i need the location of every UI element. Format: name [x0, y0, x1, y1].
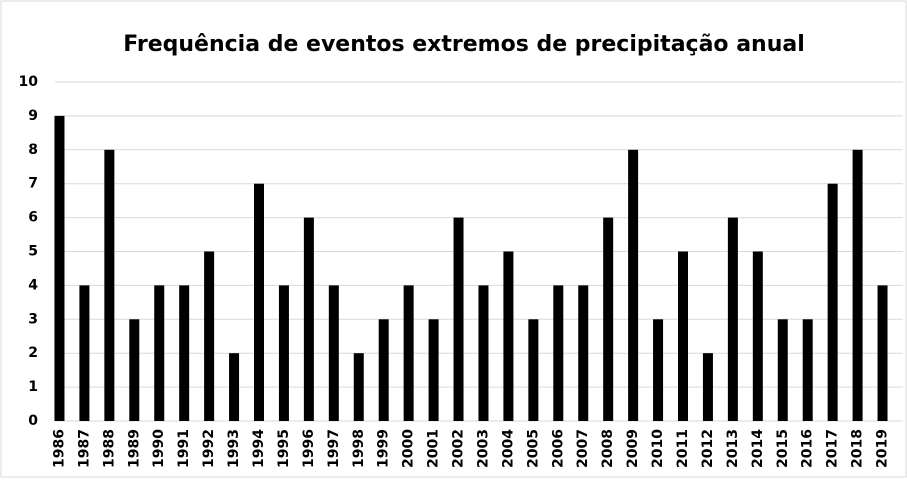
bar [179, 285, 190, 421]
bar [727, 217, 738, 421]
x-tick-label: 1986 [51, 429, 67, 468]
x-tick-label: 2002 [451, 429, 467, 468]
x-tick-label: 2003 [475, 429, 491, 468]
bar [303, 217, 314, 421]
x-tick-label: 1989 [126, 429, 142, 468]
x-tick-label: 2018 [850, 429, 866, 468]
y-tick-label: 8 [28, 142, 38, 158]
bar [528, 319, 539, 421]
x-tick-label: 1999 [376, 429, 392, 468]
x-tick-label: 2011 [675, 429, 691, 468]
x-tick-label: 2004 [500, 429, 516, 468]
bar [578, 285, 589, 421]
bar [328, 285, 339, 421]
bar [603, 217, 614, 421]
x-tick-label: 2001 [426, 429, 442, 468]
bar [877, 285, 888, 421]
bar [254, 183, 264, 421]
bar [553, 285, 564, 421]
x-tick-label: 2013 [725, 429, 741, 468]
bar [428, 319, 439, 421]
y-tick-label: 0 [28, 413, 38, 429]
y-tick-label: 5 [28, 244, 38, 260]
x-tick-label: 1990 [151, 429, 167, 468]
bar [104, 149, 115, 422]
x-tick-label: 2014 [750, 429, 766, 468]
x-tick-label: 2006 [550, 429, 566, 468]
bar [852, 149, 863, 422]
y-tick-label: 4 [28, 277, 38, 293]
x-tick-label: 2000 [401, 429, 417, 468]
y-tick-label: 10 [19, 74, 39, 90]
x-tick-label: 1996 [301, 429, 317, 468]
x-tick-label: 2008 [600, 429, 616, 468]
bar [278, 285, 289, 421]
x-tick-label: 1998 [351, 429, 367, 468]
x-tick-label: 2019 [875, 429, 891, 468]
x-tick-label: 2017 [825, 429, 841, 468]
bar [702, 353, 713, 421]
bar [229, 353, 240, 421]
bar [777, 319, 788, 421]
bar [478, 285, 489, 421]
bar [678, 251, 688, 421]
bar [79, 285, 90, 421]
bar [653, 319, 664, 421]
x-tick-label: 1994 [251, 429, 267, 468]
y-tick-label: 7 [28, 176, 38, 192]
x-tick-label: 2009 [625, 429, 641, 468]
x-tick-label: 1992 [201, 429, 217, 468]
bar [802, 319, 813, 421]
x-tick-label: 2005 [525, 429, 541, 468]
x-tick-label: 2016 [800, 429, 816, 468]
bar [628, 149, 639, 422]
bar [129, 319, 140, 421]
bar [204, 251, 215, 421]
x-tick-label: 1987 [76, 429, 92, 468]
bar [353, 353, 364, 421]
bar [827, 183, 838, 421]
bar [154, 285, 165, 421]
y-tick-label: 9 [28, 108, 38, 124]
bar [752, 251, 763, 421]
x-tick-label: 2010 [650, 429, 666, 468]
x-tick-label: 2012 [700, 429, 716, 468]
x-tick-label: 1991 [176, 429, 192, 468]
bar [453, 217, 464, 421]
x-tick-label: 1997 [326, 429, 342, 468]
bar [503, 251, 514, 421]
y-tick-label: 2 [28, 345, 38, 361]
y-tick-label: 6 [28, 210, 38, 226]
x-tick-label: 1988 [101, 429, 117, 468]
x-tick-label: 1993 [226, 429, 242, 468]
chart-title: Frequência de eventos extremos de precip… [123, 32, 805, 57]
x-tick-label: 2007 [575, 429, 591, 468]
x-tick-label: 1995 [276, 429, 292, 468]
bar [403, 285, 414, 421]
x-tick-label: 2015 [775, 429, 791, 468]
y-tick-label: 3 [28, 311, 38, 327]
y-tick-label: 1 [28, 379, 38, 395]
bar [54, 115, 65, 422]
bar [378, 319, 389, 421]
